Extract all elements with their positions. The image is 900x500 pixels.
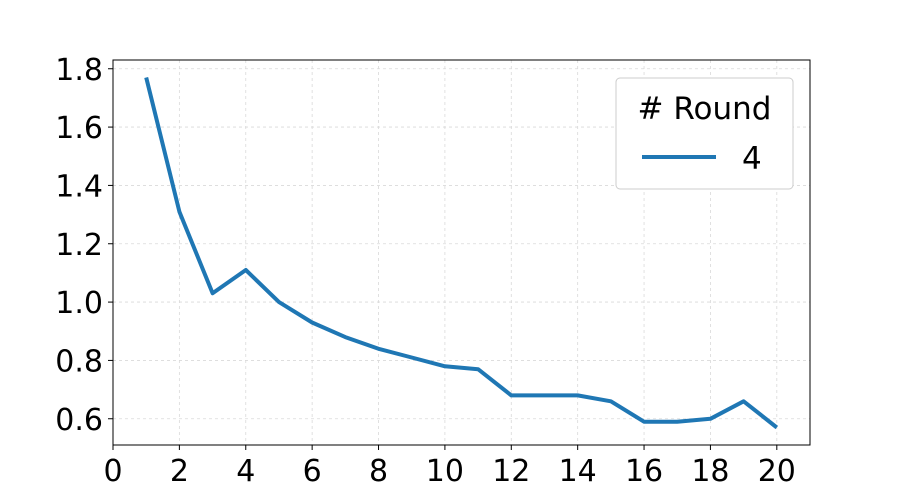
legend-title: # Round [638, 91, 772, 127]
legend-label: 4 [742, 141, 762, 177]
x-tick-label: 16 [625, 454, 663, 489]
y-tick-label: 1.2 [55, 228, 103, 263]
legend-box [615, 77, 794, 190]
y-tick-label: 1.8 [55, 53, 103, 88]
x-axis: 0 2 4 6 8 10 12 14 16 18 20 [103, 445, 796, 489]
plot-area-frame [112, 59, 811, 446]
x-tick-label: 0 [103, 454, 122, 489]
y-tick-label: 0.8 [55, 344, 103, 379]
x-tick-label: 14 [559, 454, 597, 489]
grid [112, 60, 810, 445]
y-tick-label: 1.4 [55, 169, 103, 204]
y-tick-label: 0.6 [55, 403, 103, 438]
x-tick-label: 4 [236, 454, 255, 489]
y-axis: 0.6 0.8 1.0 1.2 1.4 1.6 1.8 [55, 53, 113, 438]
x-tick-label: 10 [426, 454, 464, 489]
series-line [144, 77, 779, 430]
x-tick-label: 12 [492, 454, 530, 489]
x-tick-label: 6 [303, 454, 322, 489]
y-tick-label: 1.0 [55, 286, 103, 321]
x-tick-label: 2 [170, 454, 189, 489]
x-tick-label: 20 [758, 454, 796, 489]
legend: # Round 4 [615, 77, 794, 190]
series-group [144, 77, 779, 430]
y-tick-label: 1.6 [55, 111, 103, 146]
x-tick-label: 18 [691, 454, 729, 489]
x-tick-label: 8 [369, 454, 388, 489]
